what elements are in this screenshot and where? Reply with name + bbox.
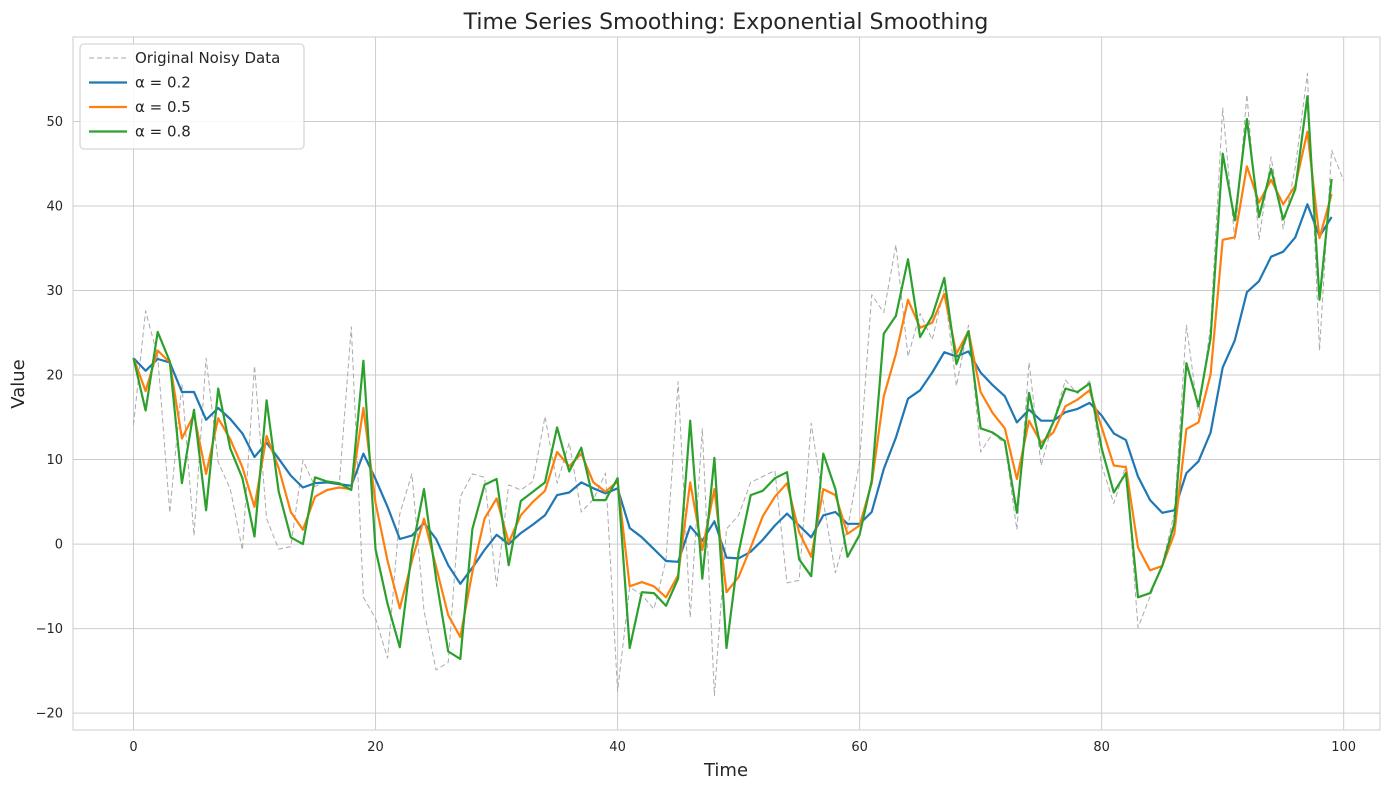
y-tick-label: 0 bbox=[55, 538, 63, 553]
plot-background bbox=[72, 36, 1381, 731]
series-lines bbox=[132, 72, 1345, 696]
y-tick-label: 30 bbox=[46, 284, 63, 299]
y-tick-labels: −20 −10 0 10 20 30 40 50 bbox=[36, 115, 63, 722]
legend-label-2: α = 0.5 bbox=[135, 98, 191, 116]
legend-box bbox=[79, 43, 305, 150]
legend-label-3: α = 0.8 bbox=[135, 123, 191, 141]
series-line-3 bbox=[132, 95, 1333, 661]
legend: Original Noisy Data α = 0.2 α = 0.5 α = 0.8 bbox=[79, 43, 305, 150]
series-line-0 bbox=[133, 72, 1345, 696]
x-axis-label: Time bbox=[703, 760, 748, 781]
series-line-2 bbox=[132, 130, 1333, 639]
y-axis-label: Value bbox=[8, 359, 29, 408]
x-tick-label: 0 bbox=[129, 740, 137, 755]
x-tick-label: 20 bbox=[367, 740, 384, 755]
y-tick-label: −10 bbox=[36, 622, 63, 637]
y-tick-label: −20 bbox=[36, 707, 63, 722]
chart-title: Time Series Smoothing: Exponential Smoot… bbox=[463, 10, 989, 35]
x-tick-labels: 0 20 40 60 80 100 bbox=[129, 740, 1356, 755]
x-tick-label: 60 bbox=[851, 740, 868, 755]
legend-label-1: α = 0.2 bbox=[135, 74, 191, 92]
y-tick-label: 20 bbox=[46, 369, 63, 384]
y-tick-label: 50 bbox=[46, 115, 63, 130]
y-tick-label: 10 bbox=[46, 453, 63, 468]
x-tick-label: 40 bbox=[609, 740, 626, 755]
y-tick-label: 40 bbox=[46, 200, 63, 215]
x-tick-label: 80 bbox=[1093, 740, 1110, 755]
x-tick-label: 100 bbox=[1331, 740, 1356, 755]
legend-label-0: Original Noisy Data bbox=[135, 49, 280, 67]
